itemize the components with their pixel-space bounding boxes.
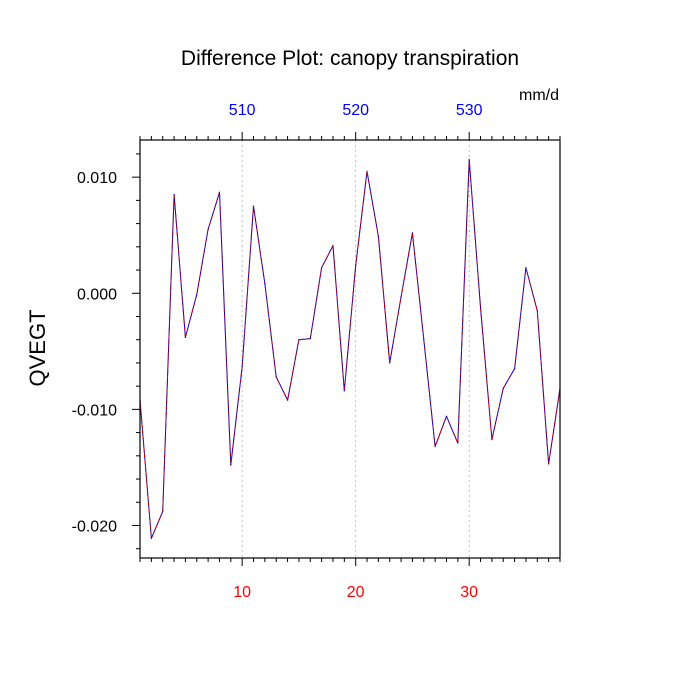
data-point <box>377 235 379 237</box>
data-point <box>321 267 323 269</box>
top-tick-label: 530 <box>456 102 483 119</box>
data-point <box>150 537 152 539</box>
data-point <box>536 310 538 312</box>
y-axis-label: QVEGT <box>25 309 50 386</box>
data-point <box>332 245 334 247</box>
data-point <box>184 336 187 338</box>
bottom-tick-label: 20 <box>347 584 365 601</box>
top-tick-label: 510 <box>229 102 256 119</box>
data-point <box>252 205 255 207</box>
axis-ticks <box>132 132 561 566</box>
data-point <box>196 293 198 296</box>
data-point <box>513 368 516 370</box>
data-point <box>502 387 504 390</box>
data-point <box>298 339 300 341</box>
data-point <box>355 264 357 266</box>
data-point <box>343 390 345 392</box>
data-point <box>241 365 243 368</box>
chart-title: Difference Plot: canopy transpiration <box>181 47 519 70</box>
data-point <box>230 464 232 466</box>
grid-lines <box>241 140 470 558</box>
data-point <box>162 510 164 513</box>
plot-frame <box>139 139 561 559</box>
data-point <box>548 463 550 465</box>
tick-labels: 10 20 30 510 520 530 -0.020 -0.010 0.000 0.010 <box>72 102 483 601</box>
y-tick-label: -0.020 <box>72 518 117 535</box>
data-point <box>286 399 289 401</box>
series-line <box>139 159 561 539</box>
data-point <box>207 228 209 231</box>
data-point <box>389 362 391 364</box>
y-tick-label: 0.010 <box>77 170 117 187</box>
data-point <box>173 193 175 196</box>
data-point <box>400 296 402 298</box>
data-point <box>491 438 493 441</box>
data-point <box>434 445 436 448</box>
data-point <box>525 267 527 269</box>
data-point <box>264 283 266 285</box>
y-tick-label: 0.000 <box>77 286 117 303</box>
bottom-tick-label: 30 <box>460 584 478 601</box>
top-tick-label: 520 <box>342 102 369 119</box>
data-point <box>479 306 482 308</box>
bottom-tick-label: 10 <box>233 584 251 601</box>
data-point <box>411 232 414 234</box>
y-tick-label: -0.010 <box>72 402 117 419</box>
data-point <box>275 376 277 378</box>
units-label: mm/d <box>519 87 559 104</box>
data-point <box>457 442 459 444</box>
data-point <box>445 415 448 417</box>
series-line-dash <box>139 159 561 539</box>
data-point <box>366 170 368 172</box>
data-point <box>309 337 311 340</box>
data-point <box>468 159 470 161</box>
data-point <box>423 339 425 341</box>
data-series <box>139 159 561 539</box>
data-point <box>218 191 221 193</box>
